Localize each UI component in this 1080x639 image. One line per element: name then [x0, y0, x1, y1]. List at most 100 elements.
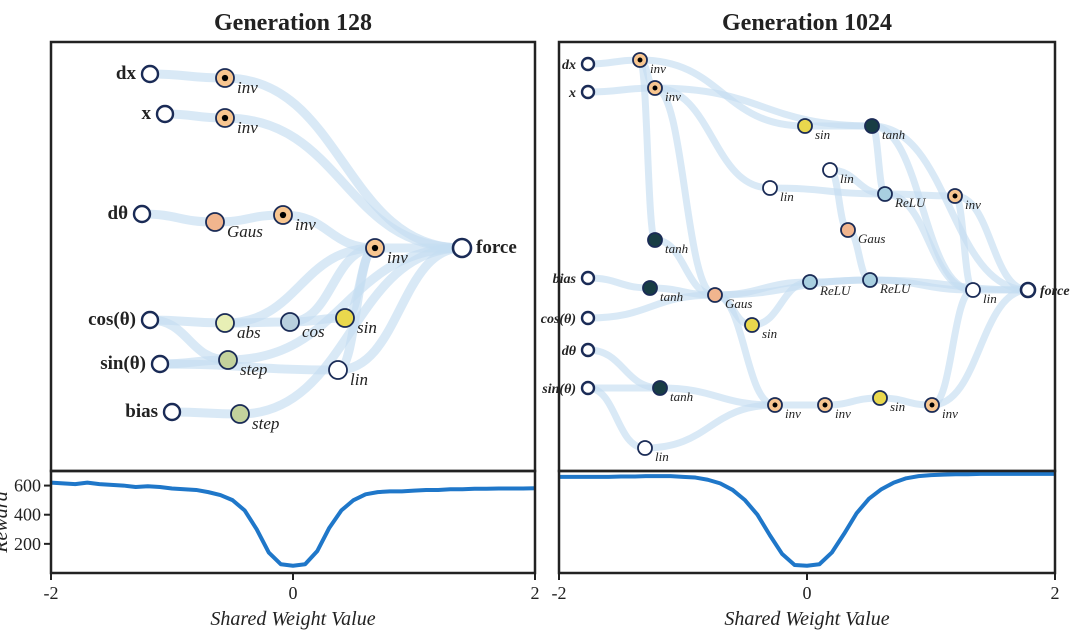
input-node: [142, 312, 158, 328]
node-dot: [638, 58, 643, 63]
node-label: inv: [965, 197, 981, 212]
input-node: [582, 312, 594, 324]
hidden-node: [643, 281, 657, 295]
node-label: sin: [357, 318, 377, 337]
graph-edge: [588, 295, 715, 318]
node-label: lin: [780, 189, 794, 204]
node-label: tanh: [660, 289, 683, 304]
node-label: tanh: [882, 127, 905, 142]
input-node: [157, 106, 173, 122]
node-dot: [953, 194, 958, 199]
input-label: dθ: [562, 344, 577, 359]
node-label: ReLU: [894, 195, 927, 210]
hidden-node: [863, 273, 877, 287]
hidden-node: [798, 119, 812, 133]
node-dot: [930, 403, 935, 408]
node-label: sin: [815, 127, 830, 142]
graph-edge: [588, 350, 660, 388]
node-label: inv: [295, 215, 316, 234]
node-label: lin: [350, 370, 368, 389]
hidden-node: [231, 405, 249, 423]
node-dot: [653, 86, 658, 91]
hidden-node: [336, 309, 354, 327]
node-label: step: [240, 360, 267, 379]
node-label: ReLU: [879, 281, 912, 296]
reward-curve: [51, 483, 535, 566]
x-tick-label: 2: [1051, 583, 1060, 603]
output-node: [1021, 283, 1035, 297]
hidden-node: [763, 181, 777, 195]
node-label: inv: [650, 61, 666, 76]
node-dot: [773, 403, 778, 408]
hidden-node: [708, 288, 722, 302]
input-node: [582, 344, 594, 356]
output-label: force: [476, 237, 517, 258]
input-label: x: [142, 103, 152, 124]
node-label: inv: [835, 406, 851, 421]
hidden-node: [803, 275, 817, 289]
node-label: tanh: [670, 389, 693, 404]
panel-title: Generation 128: [214, 10, 372, 36]
input-node: [582, 58, 594, 70]
node-label: Gaus: [227, 222, 263, 241]
input-label: dθ: [108, 203, 129, 224]
hidden-node: [966, 283, 980, 297]
hidden-node: [745, 318, 759, 332]
node-label: lin: [655, 449, 669, 464]
input-label: x: [568, 86, 576, 101]
node-label: cos: [302, 322, 325, 341]
node-label: inv: [387, 248, 408, 267]
x-axis-label: Shared Weight Value: [724, 608, 889, 630]
panel-title: Generation 1024: [722, 10, 892, 36]
graph-edge: [215, 215, 283, 222]
hidden-node: [653, 381, 667, 395]
node-label: ReLU: [819, 283, 852, 298]
node-label: abs: [237, 323, 261, 342]
x-tick-label: 0: [289, 583, 298, 603]
node-label: inv: [942, 406, 958, 421]
node-label: inv: [237, 118, 258, 137]
hidden-node: [648, 233, 662, 247]
input-node: [164, 404, 180, 420]
node-dot: [823, 403, 828, 408]
node-dot: [222, 115, 228, 121]
node-dot: [280, 212, 286, 218]
graph-edge: [142, 214, 215, 222]
y-tick-label: 600: [14, 476, 41, 496]
input-node: [582, 86, 594, 98]
input-node: [134, 206, 150, 222]
hidden-node: [823, 163, 837, 177]
input-node: [152, 356, 168, 372]
node-label: Gaus: [858, 231, 885, 246]
graph-edge: [172, 412, 240, 414]
node-label: tanh: [665, 241, 688, 256]
input-label: bias: [553, 272, 577, 287]
x-tick-label: 0: [803, 583, 812, 603]
y-tick-label: 400: [14, 505, 41, 525]
graph-edge: [588, 388, 645, 448]
x-axis-label: Shared Weight Value: [210, 608, 375, 630]
hidden-node: [216, 314, 234, 332]
x-tick-label: 2: [531, 583, 540, 603]
hidden-node: [219, 351, 237, 369]
x-tick-label: -2: [44, 583, 59, 603]
node-label: lin: [840, 171, 854, 186]
input-label: bias: [125, 401, 158, 422]
node-dot: [372, 245, 378, 251]
node-label: Gaus: [725, 296, 752, 311]
node-label: lin: [983, 291, 997, 306]
reward-curve: [559, 474, 1055, 566]
input-node: [142, 66, 158, 82]
input-label: dx: [562, 58, 576, 73]
node-label: inv: [237, 78, 258, 97]
hidden-node: [206, 213, 224, 231]
hidden-node: [873, 391, 887, 405]
node-label: inv: [785, 406, 801, 421]
hidden-node: [841, 223, 855, 237]
x-tick-label: -2: [552, 583, 567, 603]
hidden-node: [865, 119, 879, 133]
hidden-node: [281, 313, 299, 331]
input-label: sin(θ): [100, 353, 146, 374]
output-node: [453, 239, 471, 257]
graph-edge: [825, 398, 880, 405]
